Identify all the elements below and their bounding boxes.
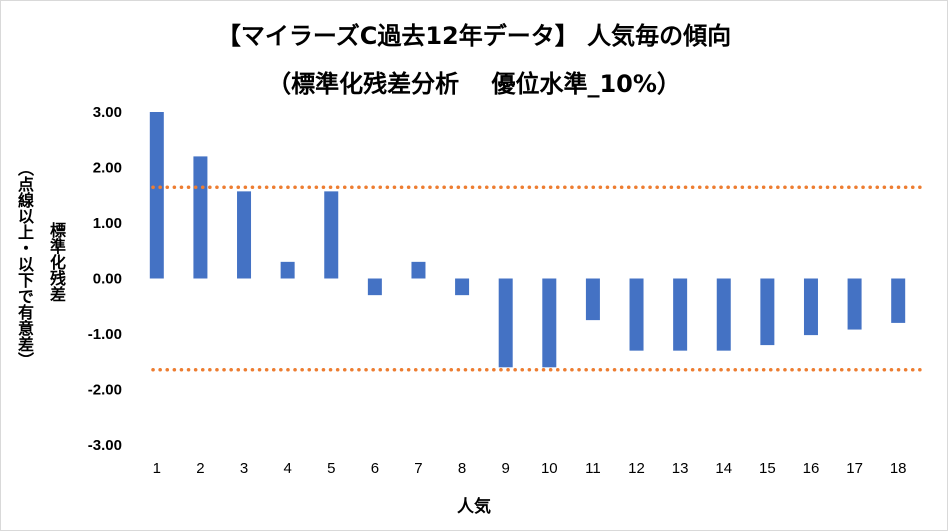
y-tick-label: 2.00	[93, 160, 122, 177]
x-tick-label: 6	[371, 460, 379, 477]
y-tick-label: -3.00	[88, 437, 122, 454]
x-tick-label: 11	[585, 460, 601, 477]
bar-18	[891, 278, 906, 323]
x-tick-label: 8	[458, 460, 466, 477]
x-tick-label: 10	[541, 460, 558, 477]
y-tick-label: 0.00	[93, 271, 122, 288]
y-tick-label: 3.00	[93, 104, 122, 121]
x-tick-label: 7	[414, 460, 422, 477]
bar-1	[149, 112, 164, 279]
x-axis-label: 人気	[457, 497, 491, 517]
x-tick-label: 2	[196, 460, 204, 477]
bar-11	[585, 278, 600, 321]
x-tick-label: 9	[502, 460, 510, 477]
bar-17	[847, 278, 862, 330]
x-tick-label: 12	[628, 460, 645, 477]
bar-2	[193, 156, 208, 279]
bar-7	[411, 261, 426, 279]
bar-10	[542, 278, 557, 368]
x-tick-label: 3	[240, 460, 248, 477]
y-axis-label-group: （点線以上・以下で有意差） 標準化残差	[8, 150, 72, 410]
chart-title: 【マイラーズC過去12年データ】 人気毎の傾向	[216, 22, 732, 50]
y-axis-note: （点線以上・以下で有意差）	[15, 160, 34, 368]
bar-12	[629, 278, 644, 351]
x-tick-label: 13	[672, 460, 689, 477]
y-tick-label: -2.00	[88, 382, 122, 399]
bar-8	[455, 278, 470, 296]
x-tick-label: 14	[715, 460, 732, 477]
bar-15	[760, 278, 775, 346]
bar-4	[280, 261, 295, 279]
x-tick-label: 4	[283, 460, 291, 477]
x-tick-label: 5	[327, 460, 335, 477]
bar-6	[367, 278, 382, 296]
chart-subtitle: （標準化残差分析 優位水準_10%）	[267, 70, 681, 98]
bar-16	[803, 278, 818, 336]
y-tick-label: -1.00	[88, 326, 122, 343]
y-tick-label: 1.00	[93, 215, 122, 232]
bar-3	[237, 191, 252, 279]
x-tick-label: 16	[803, 460, 820, 477]
bar-9	[498, 278, 513, 368]
x-tick-label: 1	[153, 460, 161, 477]
x-tick-label: 15	[759, 460, 776, 477]
bar-13	[673, 278, 688, 351]
bar-5	[324, 191, 339, 279]
x-tick-label: 18	[890, 460, 907, 477]
y-axis-label: 標準化残差	[47, 222, 66, 302]
bar-14	[716, 278, 731, 351]
x-tick-label: 17	[846, 460, 863, 477]
